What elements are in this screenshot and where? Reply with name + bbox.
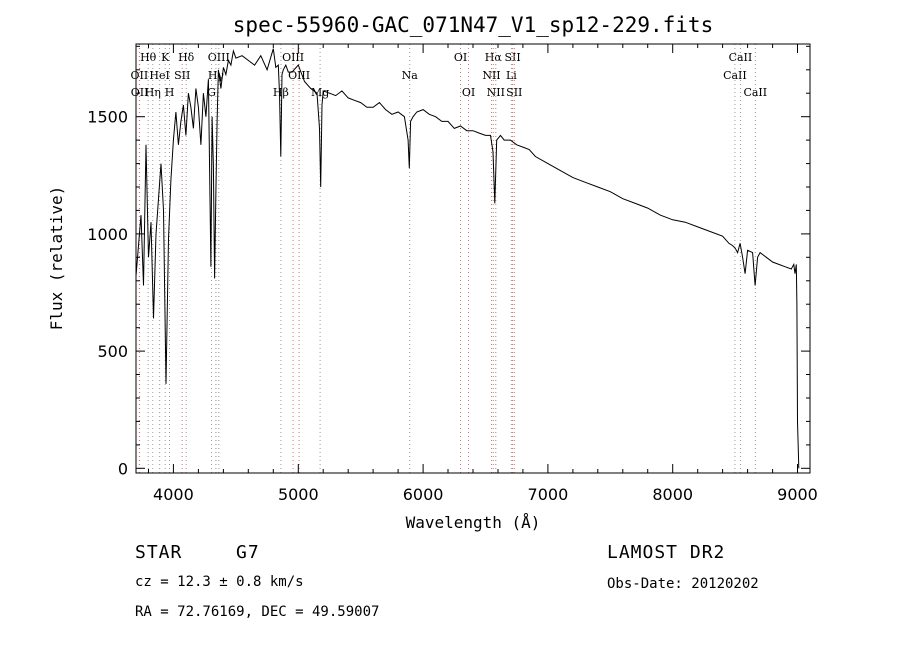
line-marker-label: OIII [288, 69, 310, 82]
line-marker-label: OIII [282, 51, 304, 64]
x-tick-label: 5000 [278, 485, 319, 504]
line-marker-label: Mg [311, 86, 329, 99]
x-tick-label: 7000 [528, 485, 569, 504]
line-marker-label: SII [506, 86, 522, 99]
line-marker-label: NII [487, 86, 505, 99]
x-tick-label: 4000 [153, 485, 194, 504]
y-axis-label: Flux (relative) [47, 186, 66, 331]
line-marker-label: Hβ [273, 86, 289, 99]
y-tick-label: 0 [118, 459, 128, 478]
survey-name: LAMOST DR2 [607, 542, 726, 563]
line-marker-label: CaII [743, 86, 767, 99]
y-tick-label: 500 [97, 342, 128, 361]
line-marker-label: OII [131, 86, 149, 99]
object-class: STAR [135, 542, 183, 563]
x-tick-label: 6000 [403, 485, 444, 504]
line-marker-label: Hη [145, 86, 161, 99]
axis-ticks: 4000 5000 6000 7000 8000 9000 0 500 1000 1500 [87, 44, 818, 504]
line-marker-label: G [207, 86, 216, 99]
line-marker-label: NII [482, 69, 500, 82]
y-tick-label: 1000 [87, 225, 128, 244]
line-marker-label: K [161, 51, 170, 64]
line-marker-label: SII [174, 69, 190, 82]
line-marker-label: H [165, 86, 175, 99]
plot-frame [135, 43, 811, 474]
line-marker-label: CaII [729, 51, 753, 64]
chart-title: spec-55960-GAC_071N47_V1_sp12-229.fits [233, 13, 713, 37]
line-marker-label: OI [454, 51, 467, 64]
line-marker-label: CaII [723, 69, 747, 82]
sky-coordinates: RA = 72.76169, DEC = 49.59007 [135, 604, 380, 620]
line-marker-label: Li [506, 69, 517, 82]
line-marker-label: HeI [149, 69, 169, 82]
y-tick-label: 1500 [87, 108, 128, 127]
line-marker-label: Hδ [178, 51, 195, 64]
redshift-velocity: cz = 12.3 ± 0.8 km/s [135, 574, 304, 590]
observation-date: Obs-Date: 20120202 [607, 576, 759, 592]
flux-series-line [135, 48, 800, 469]
x-axis-label: Wavelength (Å) [406, 513, 541, 532]
x-tick-label: 8000 [652, 485, 693, 504]
line-marker-label: OI [462, 86, 475, 99]
line-marker-label: Hθ [140, 51, 157, 64]
line-marker-label: Hα [485, 51, 503, 64]
line-marker-label: OIII [208, 51, 230, 64]
x-tick-label: 9000 [777, 485, 818, 504]
line-marker-label: Na [402, 69, 419, 82]
line-marker-label: OII [131, 69, 149, 82]
line-marker-label: SII [504, 51, 520, 64]
object-subclass: G7 [236, 542, 260, 563]
